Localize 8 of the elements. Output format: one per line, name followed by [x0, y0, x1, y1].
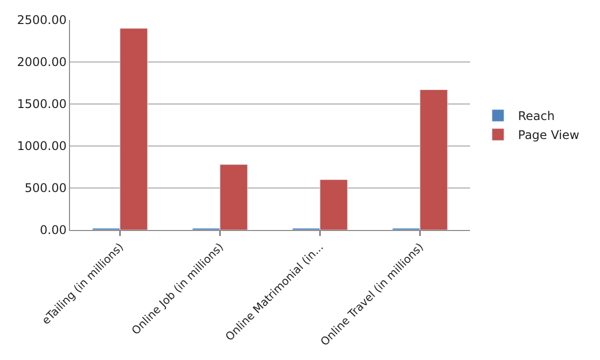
y-tick-label: 500.00 [24, 181, 67, 196]
y-tick-label: 2000.00 [16, 55, 67, 70]
legend-label: Page View [518, 128, 580, 142]
y-tick-label: 1000.00 [16, 139, 67, 154]
y-tick-label: 2500.00 [16, 13, 67, 28]
y-tick-label: 0.00 [40, 223, 67, 238]
legend-label: Reach [518, 109, 555, 124]
y-tick-label: 1500.00 [16, 97, 67, 112]
